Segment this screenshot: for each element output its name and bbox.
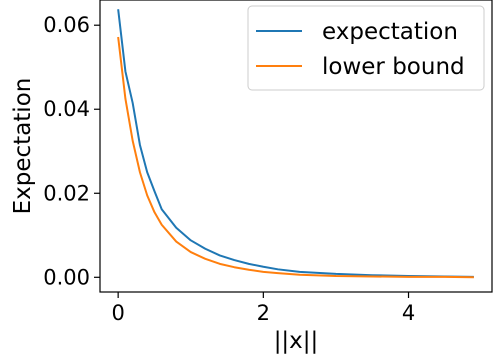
y-axis-label: Expectation xyxy=(10,78,36,215)
x-axis: 0 2 4 xyxy=(111,292,415,325)
y-axis: 0.00 0.02 0.04 0.06 xyxy=(43,13,100,289)
legend-label-lower-bound: lower bound xyxy=(322,54,465,80)
y-tick-label: 0.02 xyxy=(43,181,90,205)
y-tick-label: 0.04 xyxy=(43,97,90,121)
series-line-lower-bound xyxy=(117,36,474,279)
x-axis-label: ||x|| xyxy=(274,328,319,354)
series-line-expectation xyxy=(117,9,474,278)
x-tick-label: 2 xyxy=(257,301,270,325)
legend-label-expectation: expectation xyxy=(322,19,458,45)
x-tick-label: 4 xyxy=(402,301,415,325)
plot-frame xyxy=(99,0,493,293)
legend-box xyxy=(247,5,485,91)
y-tick-label: 0.06 xyxy=(43,13,90,37)
y-tick-label: 0.00 xyxy=(43,265,90,289)
x-tick-label: 0 xyxy=(111,301,124,325)
plot-area xyxy=(117,9,474,279)
legend: expectation lower bound xyxy=(247,5,485,91)
